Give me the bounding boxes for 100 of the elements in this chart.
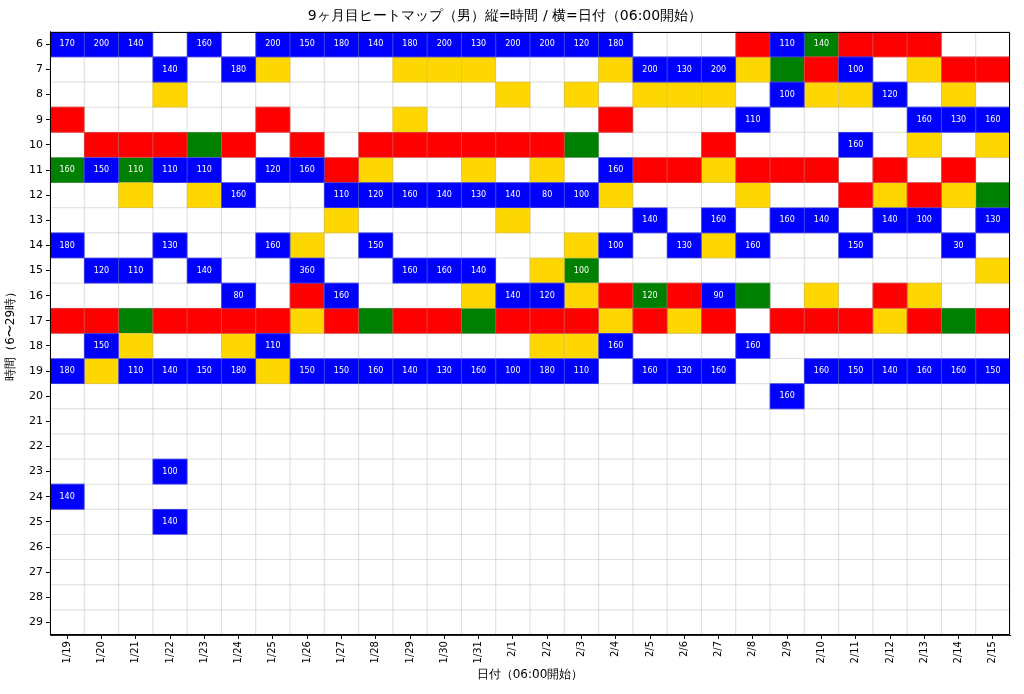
annotation: 200 xyxy=(265,39,281,49)
annotation: 130 xyxy=(470,39,487,49)
y-tick-label: 27 xyxy=(29,565,43,579)
annotation: 120 xyxy=(882,89,898,99)
annotation: 140 xyxy=(505,290,521,300)
annotation: 100 xyxy=(505,366,521,376)
x-tick-label: 2/10 xyxy=(815,641,827,664)
annotation: 100 xyxy=(916,215,932,225)
annotation: 200 xyxy=(93,39,110,49)
annotation: 160 xyxy=(745,341,761,351)
y-tick-label: 20 xyxy=(29,389,43,403)
y-tick-label: 26 xyxy=(29,539,43,553)
x-tick-label: 1/31 xyxy=(472,641,484,664)
annotation: 160 xyxy=(710,215,727,225)
annotation: 150 xyxy=(985,366,1001,376)
y-tick-label: 7 xyxy=(36,62,43,76)
x-tick-label: 1/25 xyxy=(266,641,278,664)
y-tick-label: 12 xyxy=(29,188,43,202)
annotation: 150 xyxy=(93,341,110,351)
annotation: 140 xyxy=(162,64,178,74)
y-tick-label: 18 xyxy=(29,338,43,352)
y-tick-label: 17 xyxy=(29,313,43,327)
y-tick-label: 6 xyxy=(36,37,43,51)
annotation: 140 xyxy=(162,366,178,376)
annotation: 160 xyxy=(710,366,727,376)
annotation: 160 xyxy=(608,341,624,351)
annotation: 100 xyxy=(848,64,864,74)
x-tick-label: 2/15 xyxy=(986,641,998,664)
y-tick-label: 25 xyxy=(29,514,43,528)
x-tick-label: 2/11 xyxy=(849,641,861,664)
x-tick-label: 2/4 xyxy=(609,641,621,658)
annotation: 160 xyxy=(368,366,384,376)
x-tick-label: 1/27 xyxy=(335,641,347,664)
y-tick-label: 23 xyxy=(29,464,43,478)
annotation: 130 xyxy=(676,240,692,250)
annotation: 150 xyxy=(299,39,315,49)
annotation: 180 xyxy=(539,366,555,376)
x-tick-label: 2/12 xyxy=(883,641,895,664)
annotation: 180 xyxy=(59,240,75,250)
annotation: 140 xyxy=(436,190,452,200)
annotation: 140 xyxy=(470,265,487,275)
x-tick-label: 1/24 xyxy=(232,641,244,664)
annotation: 110 xyxy=(128,265,144,275)
annotation: 100 xyxy=(573,190,590,200)
annotation: 180 xyxy=(608,39,624,49)
y-tick-label: 24 xyxy=(29,489,43,503)
annotation: 100 xyxy=(608,240,624,250)
annotation: 120 xyxy=(642,290,658,300)
annotation: 120 xyxy=(573,39,590,49)
x-tick-label: 2/1 xyxy=(506,641,518,658)
annotation: 360 xyxy=(299,265,315,275)
annotation: 140 xyxy=(813,215,830,225)
x-tick-label: 2/5 xyxy=(643,641,655,658)
y-tick-label: 14 xyxy=(29,238,43,252)
annotation: 150 xyxy=(848,366,864,376)
annotation: 150 xyxy=(93,165,110,175)
annotation: 200 xyxy=(642,64,658,74)
annotation: 160 xyxy=(779,391,795,401)
annotation: 140 xyxy=(162,516,178,526)
annotation: 160 xyxy=(813,366,830,376)
annotation: 130 xyxy=(950,114,967,124)
annotation: 150 xyxy=(333,366,350,376)
y-tick-label: 10 xyxy=(29,137,43,151)
annotation: 140 xyxy=(196,265,212,275)
annotation: 200 xyxy=(436,39,452,49)
annotation: 150 xyxy=(368,240,384,250)
annotation: 160 xyxy=(642,366,658,376)
x-tick-label: 1/21 xyxy=(129,641,141,664)
annotation: 110 xyxy=(745,114,761,124)
y-tick-label: 21 xyxy=(29,414,43,428)
annotation: 150 xyxy=(299,366,315,376)
annotation: 80 xyxy=(542,190,553,200)
x-tick-label: 1/22 xyxy=(163,641,175,664)
annotation: 110 xyxy=(128,165,144,175)
annotation: 160 xyxy=(59,165,75,175)
annotation: 200 xyxy=(505,39,521,49)
annotation: 160 xyxy=(916,114,932,124)
annotation: 130 xyxy=(676,366,692,376)
annotation: 120 xyxy=(93,265,110,275)
annotation: 160 xyxy=(333,290,350,300)
x-tick-label: 1/20 xyxy=(95,641,107,664)
annotation: 160 xyxy=(950,366,967,376)
annotation: 180 xyxy=(230,366,247,376)
annotation: 160 xyxy=(299,165,315,175)
annotation: 130 xyxy=(470,190,487,200)
annotation: 160 xyxy=(265,240,281,250)
annotation: 100 xyxy=(162,466,178,476)
x-tick-label: 2/3 xyxy=(575,641,587,658)
annotation: 120 xyxy=(368,190,384,200)
annotation: 110 xyxy=(779,39,795,49)
y-tick-label: 16 xyxy=(29,288,43,302)
x-tick-label: 2/9 xyxy=(780,641,792,658)
annotation: 100 xyxy=(779,89,795,99)
annotation: 160 xyxy=(436,265,452,275)
annotation: 150 xyxy=(196,366,212,376)
annotation: 140 xyxy=(368,39,384,49)
annotation: 110 xyxy=(162,165,178,175)
annotation: 180 xyxy=(402,39,418,49)
y-tick-label: 22 xyxy=(29,439,43,453)
annotation: 110 xyxy=(333,190,350,200)
